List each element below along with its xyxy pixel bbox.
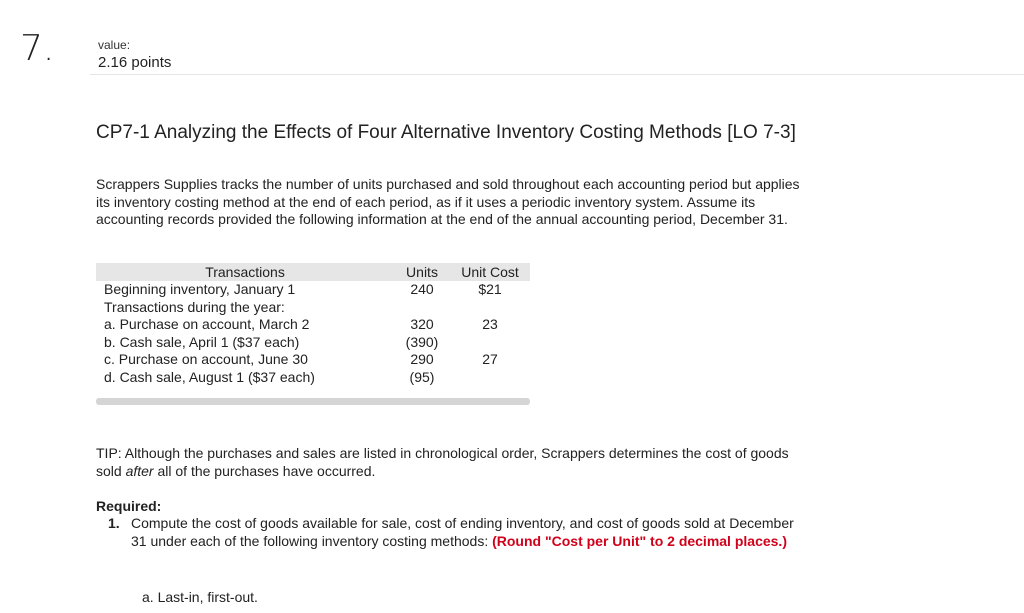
row-cost bbox=[450, 334, 530, 352]
row-units: (390) bbox=[405, 333, 439, 350]
row-desc: d. Cash sale, August 1 ($37 each) bbox=[104, 368, 315, 385]
tip-after: all of the purchases have occurred. bbox=[153, 462, 376, 479]
transactions-table-wrapper: Transactions Units Unit Cost Beginning i… bbox=[96, 263, 530, 405]
row-cost: $21 bbox=[478, 281, 502, 297]
header-divider bbox=[90, 74, 1024, 75]
table-row: Beginning inventory, January 1 240 $21 bbox=[96, 281, 530, 299]
required-item-1: 1. Compute the cost of goods available f… bbox=[108, 515, 808, 550]
value-label: value: bbox=[98, 38, 131, 52]
table-scrollbar[interactable] bbox=[96, 398, 530, 405]
required-heading: Required: bbox=[96, 498, 162, 514]
row-cost: 23 bbox=[482, 316, 498, 332]
header-transactions: Transactions bbox=[205, 264, 285, 280]
row-units: 240 bbox=[410, 281, 434, 297]
row-desc: a. Purchase on account, March 2 bbox=[104, 316, 310, 332]
row-desc: Transactions during the year: bbox=[104, 298, 285, 315]
row-units: 290 bbox=[410, 351, 434, 367]
table-row: c. Purchase on account, June 30 290 27 bbox=[96, 351, 530, 369]
row-cost bbox=[450, 299, 530, 317]
required-item-body: Compute the cost of goods available for … bbox=[131, 515, 808, 550]
required-item-text: Compute the cost of goods available for … bbox=[131, 515, 794, 549]
row-desc: c. Purchase on account, June 30 bbox=[104, 351, 308, 367]
rounding-note: (Round "Cost per Unit" to 2 decimal plac… bbox=[492, 532, 787, 549]
header-unit-cost: Unit Cost bbox=[461, 264, 519, 280]
transactions-table: Transactions Units Unit Cost Beginning i… bbox=[96, 263, 530, 386]
row-units: (95) bbox=[409, 368, 435, 385]
question-points: 2.16 points bbox=[98, 54, 172, 71]
table-row: d. Cash sale, August 1 ($37 each) (95) bbox=[96, 369, 530, 387]
tip-before: TIP: Although the purchases and sales ar… bbox=[96, 445, 789, 479]
required-item-number: 1. bbox=[108, 515, 120, 531]
problem-intro: Scrappers Supplies tracks the number of … bbox=[96, 176, 800, 227]
row-cost bbox=[450, 369, 530, 387]
row-units: 320 bbox=[410, 316, 434, 332]
problem-title: CP7-1 Analyzing the Effects of Four Alte… bbox=[96, 122, 796, 143]
table-header-row: Transactions Units Unit Cost bbox=[96, 263, 530, 281]
row-units bbox=[394, 299, 450, 317]
table-row: b. Cash sale, April 1 ($37 each) (390) bbox=[96, 334, 530, 352]
table-row: a. Purchase on account, March 2 320 23 bbox=[96, 316, 530, 334]
tip-emphasis: after bbox=[125, 462, 154, 479]
row-desc: b. Cash sale, April 1 ($37 each) bbox=[104, 333, 300, 350]
table-row: Transactions during the year: bbox=[96, 299, 530, 317]
sub-question-a: a. Last-in, first-out. bbox=[142, 589, 258, 605]
header-units: Units bbox=[406, 264, 438, 280]
row-cost: 27 bbox=[482, 351, 498, 367]
question-number: 7. bbox=[20, 28, 55, 69]
tip-text: TIP: Although the purchases and sales ar… bbox=[96, 445, 816, 480]
row-desc: Beginning inventory, January 1 bbox=[104, 281, 296, 297]
